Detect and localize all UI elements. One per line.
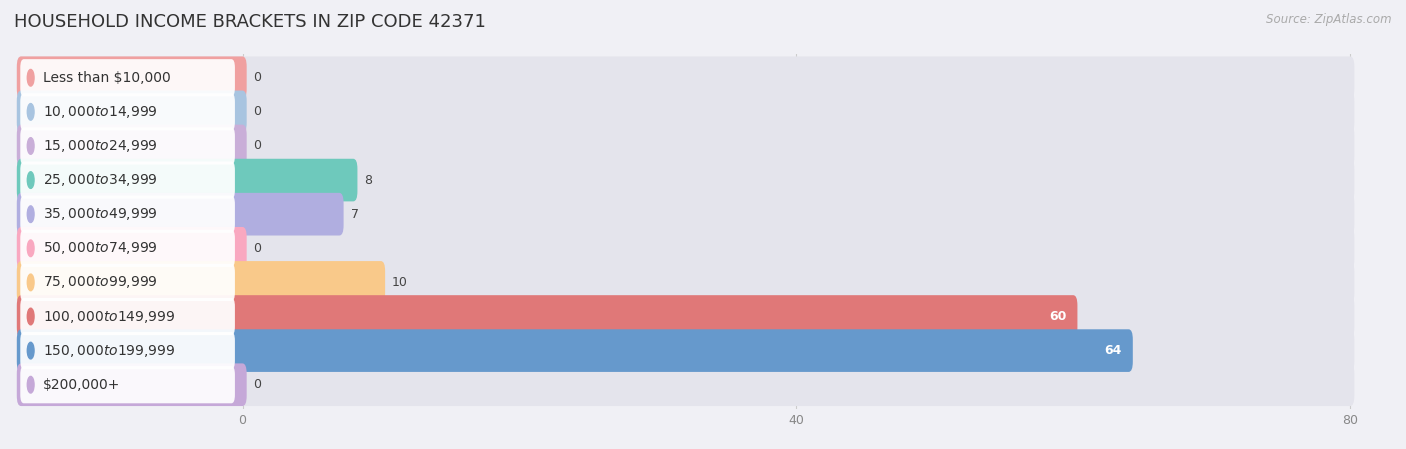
- FancyBboxPatch shape: [20, 162, 235, 198]
- FancyBboxPatch shape: [17, 295, 1077, 338]
- Text: 60: 60: [1049, 310, 1066, 323]
- Circle shape: [27, 172, 34, 189]
- FancyBboxPatch shape: [17, 261, 385, 304]
- Text: HOUSEHOLD INCOME BRACKETS IN ZIP CODE 42371: HOUSEHOLD INCOME BRACKETS IN ZIP CODE 42…: [14, 13, 486, 31]
- FancyBboxPatch shape: [17, 125, 246, 167]
- Text: 64: 64: [1104, 344, 1122, 357]
- FancyBboxPatch shape: [20, 298, 235, 335]
- FancyBboxPatch shape: [20, 366, 235, 403]
- Circle shape: [27, 274, 34, 291]
- Circle shape: [27, 206, 34, 223]
- Text: 10: 10: [392, 276, 408, 289]
- FancyBboxPatch shape: [17, 261, 1354, 304]
- Text: $25,000 to $34,999: $25,000 to $34,999: [44, 172, 157, 188]
- Text: 8: 8: [364, 174, 373, 187]
- FancyBboxPatch shape: [17, 329, 1133, 372]
- FancyBboxPatch shape: [17, 193, 343, 235]
- FancyBboxPatch shape: [20, 93, 235, 131]
- FancyBboxPatch shape: [17, 57, 246, 99]
- Text: $35,000 to $49,999: $35,000 to $49,999: [44, 206, 157, 222]
- Text: 7: 7: [350, 208, 359, 220]
- FancyBboxPatch shape: [20, 264, 235, 301]
- FancyBboxPatch shape: [20, 196, 235, 233]
- FancyBboxPatch shape: [17, 295, 1354, 338]
- Circle shape: [27, 308, 34, 325]
- Text: $15,000 to $24,999: $15,000 to $24,999: [44, 138, 157, 154]
- Text: $200,000+: $200,000+: [44, 378, 121, 392]
- Text: 0: 0: [253, 71, 262, 84]
- Text: 0: 0: [253, 140, 262, 153]
- Text: $150,000 to $199,999: $150,000 to $199,999: [44, 343, 176, 359]
- FancyBboxPatch shape: [17, 363, 246, 406]
- Text: 0: 0: [253, 242, 262, 255]
- Text: $75,000 to $99,999: $75,000 to $99,999: [44, 274, 157, 291]
- Text: Less than $10,000: Less than $10,000: [44, 71, 172, 85]
- FancyBboxPatch shape: [17, 125, 1354, 167]
- Circle shape: [27, 70, 34, 86]
- FancyBboxPatch shape: [20, 230, 235, 267]
- FancyBboxPatch shape: [17, 329, 1354, 372]
- FancyBboxPatch shape: [20, 332, 235, 369]
- Text: Source: ZipAtlas.com: Source: ZipAtlas.com: [1267, 13, 1392, 26]
- FancyBboxPatch shape: [17, 227, 1354, 269]
- Text: $10,000 to $14,999: $10,000 to $14,999: [44, 104, 157, 120]
- FancyBboxPatch shape: [17, 227, 246, 269]
- FancyBboxPatch shape: [17, 159, 357, 202]
- FancyBboxPatch shape: [17, 57, 1354, 99]
- Text: 0: 0: [253, 378, 262, 391]
- FancyBboxPatch shape: [20, 59, 235, 97]
- FancyBboxPatch shape: [17, 91, 246, 133]
- Text: 0: 0: [253, 106, 262, 119]
- Circle shape: [27, 240, 34, 256]
- FancyBboxPatch shape: [17, 91, 1354, 133]
- Circle shape: [27, 342, 34, 359]
- Text: $100,000 to $149,999: $100,000 to $149,999: [44, 308, 176, 325]
- FancyBboxPatch shape: [17, 159, 1354, 202]
- FancyBboxPatch shape: [17, 363, 1354, 406]
- FancyBboxPatch shape: [17, 193, 1354, 235]
- Circle shape: [27, 104, 34, 120]
- FancyBboxPatch shape: [20, 128, 235, 164]
- Text: $50,000 to $74,999: $50,000 to $74,999: [44, 240, 157, 256]
- Circle shape: [27, 138, 34, 154]
- Circle shape: [27, 376, 34, 393]
